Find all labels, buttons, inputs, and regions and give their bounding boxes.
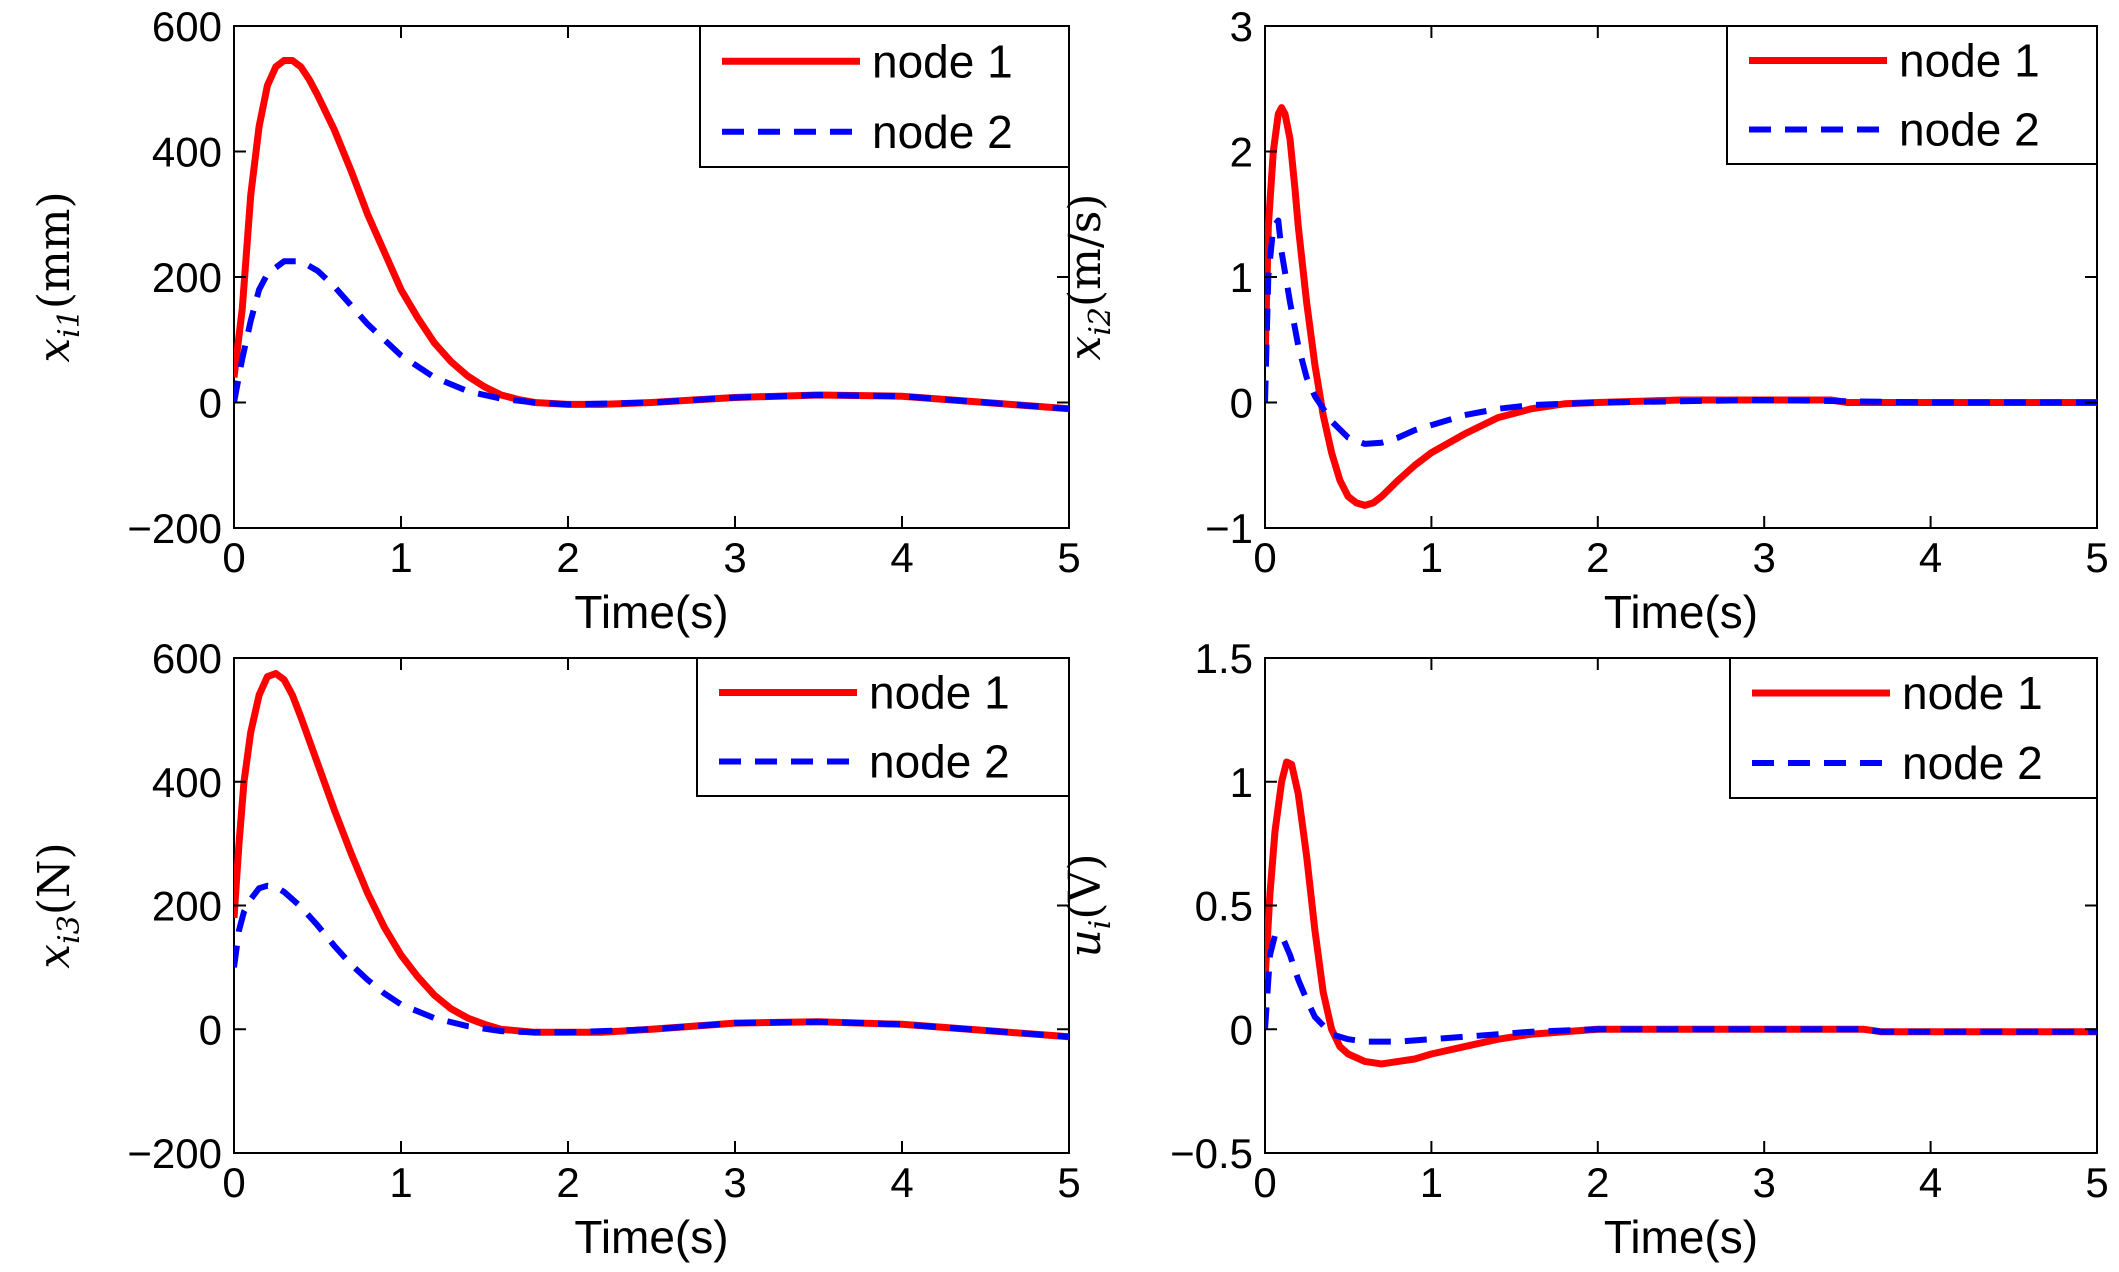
x-axis-label: Time(s) xyxy=(574,1211,728,1263)
y-label-variable: u xyxy=(1060,929,1111,957)
y-axis-label: xi2(m/s) xyxy=(1060,194,1118,361)
series-line-node-2 xyxy=(234,258,1069,412)
legend: node 1 node 2 xyxy=(1729,657,2098,799)
x-axis-label: Time(s) xyxy=(1604,1211,1758,1263)
y-tick-label: 2 xyxy=(1230,129,1253,176)
legend-box xyxy=(1729,657,2098,799)
y-label-subscript: i3 xyxy=(52,915,87,944)
y-label-unit: (mm) xyxy=(29,191,80,309)
y-tick-label: 600 xyxy=(152,3,222,50)
y-axis-label: xi3(N) xyxy=(29,842,87,968)
legend-label-node-2: node 2 xyxy=(1899,104,2040,156)
x-tick-label: 1 xyxy=(389,534,412,581)
y-label-variable: x xyxy=(1060,335,1111,360)
x-tick-label: 3 xyxy=(723,534,746,581)
legend: node 1 node 2 xyxy=(1726,25,2098,165)
series-line-node-2 xyxy=(234,882,1069,1040)
y-tick-label: 400 xyxy=(152,759,222,806)
y-label-unit: (N) xyxy=(29,842,80,915)
x-tick-label: 2 xyxy=(1586,534,1609,581)
x-axis-label: Time(s) xyxy=(574,586,728,638)
y-tick-label: 1 xyxy=(1230,759,1253,806)
y-axis-label: ui(V) xyxy=(1060,853,1118,957)
x-tick-label: 1 xyxy=(1420,1159,1443,1206)
x-tick-label: 1 xyxy=(1420,534,1443,581)
legend-label-node-1: node 1 xyxy=(872,35,1013,87)
y-label-subscript: i2 xyxy=(1083,307,1118,336)
x-tick-label: 5 xyxy=(1057,534,1080,581)
x-tick-label: 0 xyxy=(222,534,245,581)
y-tick-label: 1.5 xyxy=(1195,635,1253,682)
legend-label-node-2: node 2 xyxy=(872,106,1013,158)
y-tick-label: 200 xyxy=(152,254,222,301)
y-tick-label: 0 xyxy=(1230,380,1253,427)
x-tick-label: 4 xyxy=(1919,534,1942,581)
x-tick-label: 1 xyxy=(389,1159,412,1206)
x-tick-label: 2 xyxy=(556,1159,579,1206)
y-tick-label: −200 xyxy=(127,1130,222,1177)
legend-label-node-1: node 1 xyxy=(869,667,1010,719)
series-line-node-2 xyxy=(1265,932,2097,1045)
y-tick-label: 0 xyxy=(199,380,222,427)
legend-box xyxy=(696,657,1070,797)
y-tick-label: 600 xyxy=(152,635,222,682)
legend-label-node-2: node 2 xyxy=(869,736,1010,788)
x-tick-label: 3 xyxy=(1753,534,1776,581)
y-label-variable: x xyxy=(29,944,80,969)
x-tick-label: 5 xyxy=(2085,1159,2108,1206)
legend-label-node-2: node 2 xyxy=(1902,737,2043,789)
y-tick-label: 1 xyxy=(1230,254,1253,301)
x-tick-label: 0 xyxy=(222,1159,245,1206)
legend: node 1 node 2 xyxy=(696,657,1070,797)
y-label-unit: (V) xyxy=(1060,853,1111,919)
y-tick-label: 200 xyxy=(152,883,222,930)
y-label-subscript: i1 xyxy=(52,309,87,338)
y-tick-label: −200 xyxy=(127,505,222,552)
y-label-variable: x xyxy=(29,338,80,363)
x-tick-label: 4 xyxy=(890,1159,913,1206)
y-tick-label: 0 xyxy=(1230,1006,1253,1053)
series-line-node-2 xyxy=(1265,217,2097,447)
legend-label-node-1: node 1 xyxy=(1902,667,2043,719)
legend: node 1 node 2 xyxy=(699,25,1070,168)
y-tick-label: 0.5 xyxy=(1195,883,1253,930)
y-label-subscript: i xyxy=(1083,920,1118,930)
legend-box xyxy=(699,25,1070,168)
x-tick-label: 3 xyxy=(1753,1159,1776,1206)
x-tick-label: 0 xyxy=(1253,534,1276,581)
x-tick-label: 4 xyxy=(890,534,913,581)
y-tick-label: −1 xyxy=(1205,505,1253,552)
legend-label-node-1: node 1 xyxy=(1899,35,2040,87)
x-tick-label: 2 xyxy=(556,534,579,581)
x-tick-label: 0 xyxy=(1253,1159,1276,1206)
y-tick-label: 3 xyxy=(1230,3,1253,50)
x-tick-label: 3 xyxy=(723,1159,746,1206)
y-axis-label: xi1(mm) xyxy=(29,191,87,362)
x-tick-label: 5 xyxy=(2085,534,2108,581)
legend-box xyxy=(1726,25,2098,165)
x-tick-label: 4 xyxy=(1919,1159,1942,1206)
series-line-node-1 xyxy=(234,670,1069,1041)
x-tick-label: 2 xyxy=(1586,1159,1609,1206)
y-tick-label: 400 xyxy=(152,129,222,176)
y-label-unit: (m/s) xyxy=(1060,194,1111,307)
x-tick-label: 5 xyxy=(1057,1159,1080,1206)
x-axis-label: Time(s) xyxy=(1604,586,1758,638)
y-tick-label: −0.5 xyxy=(1170,1130,1253,1177)
y-tick-label: 0 xyxy=(199,1006,222,1053)
